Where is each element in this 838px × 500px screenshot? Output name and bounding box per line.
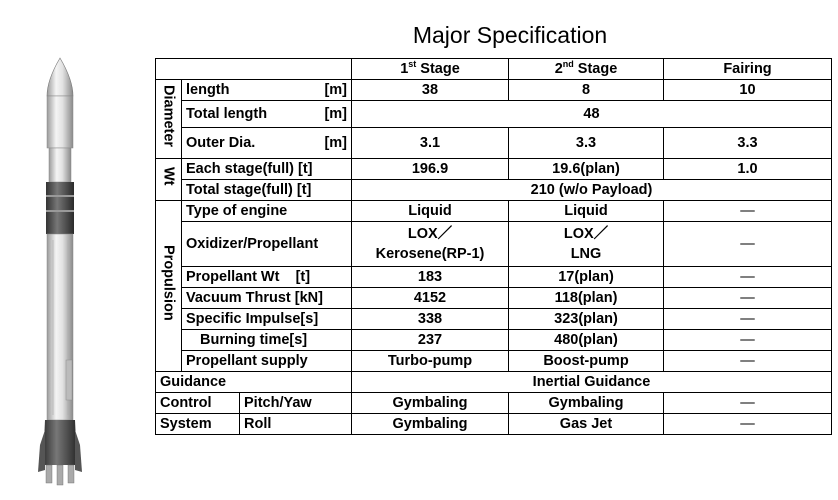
table-row: Total length [m] 48: [156, 100, 832, 128]
cell-value: 19.6(plan): [508, 158, 664, 180]
row-label: Specific Impulse[s]: [181, 308, 352, 330]
table-row: Outer Dia. [m] 3.1 3.3 3.3: [156, 127, 832, 159]
table-row: Propellant supply Turbo-pump Boost-pump …: [156, 350, 832, 372]
cell-value: —: [663, 200, 832, 222]
cell-value: —: [663, 221, 832, 267]
header-stage1: 1st Stage: [351, 58, 509, 80]
row-label: Propellant supply: [181, 350, 352, 372]
table-row: Specific Impulse[s] 338 323(plan) —: [156, 308, 832, 330]
cell-value: Inertial Guidance: [351, 371, 832, 393]
row-label: Pitch/Yaw: [239, 392, 352, 414]
table-row: Burning time[s] 237 480(plan) —: [156, 329, 832, 351]
cell-value: 196.9: [351, 158, 509, 180]
cell-value: 38: [351, 79, 509, 101]
table-row: Propulsion Type of engine Liquid Liquid …: [155, 200, 832, 372]
table-row: Diameter length [m] 38 8 10: [155, 79, 832, 159]
row-group-label: System: [155, 413, 240, 435]
table-row: Wt Each stage(full) [t] 196.9 19.6(plan)…: [155, 158, 832, 201]
row-label: Total stage(full) [t]: [181, 179, 352, 201]
table-row: Total stage(full) [t] 210 (w/o Payload): [156, 179, 832, 201]
cell-value: 210 (w/o Payload): [351, 179, 832, 201]
group-wt: Wt: [155, 158, 182, 201]
row-label: Outer Dia. [m]: [181, 127, 352, 159]
row-group-label: Control: [155, 392, 240, 414]
cell-value: 118(plan): [508, 287, 664, 309]
table-row: Vacuum Thrust [kN] 4152 118(plan) —: [156, 287, 832, 309]
cell-value: 3.1: [351, 127, 509, 159]
row-label: length [m]: [181, 79, 352, 101]
cell-value: 10: [663, 79, 832, 101]
spec-table: 1st Stage 2nd Stage Fairing Diameter len…: [155, 58, 832, 435]
cell-value: Liquid: [351, 200, 509, 222]
table-header-row: 1st Stage 2nd Stage Fairing: [155, 58, 832, 80]
cell-value: Boost-pump: [508, 350, 664, 372]
cell-value: 8: [508, 79, 664, 101]
cell-value: 480(plan): [508, 329, 664, 351]
table-row: Oxidizer/Propellant LOX／ Kerosene(RP-1) L…: [156, 221, 832, 267]
row-label: Propellant Wt [t]: [181, 266, 352, 288]
group-diameter: Diameter: [155, 79, 182, 159]
row-label: Burning time[s]: [181, 329, 352, 351]
cell-value: 323(plan): [508, 308, 664, 330]
page-title: Major Specification: [412, 22, 608, 48]
cell-value: —: [663, 350, 832, 372]
cell-value: —: [663, 308, 832, 330]
cell-value: Turbo-pump: [351, 350, 509, 372]
cell-value: Liquid: [508, 200, 664, 222]
cell-value: —: [663, 329, 832, 351]
header-fairing: Fairing: [663, 58, 832, 80]
cell-value: LOX／ Kerosene(RP-1): [351, 221, 509, 267]
cell-value: LOX／ LNG: [508, 221, 664, 267]
table-row: Guidance Inertial Guidance: [155, 371, 832, 393]
row-label: Roll: [239, 413, 352, 435]
row-label: Guidance: [155, 371, 352, 393]
table-row: System Roll Gymbaling Gas Jet —: [155, 413, 832, 435]
cell-value: 1.0: [663, 158, 832, 180]
table-row: Control Pitch/Yaw Gymbaling Gymbaling —: [155, 392, 832, 414]
cell-value: Gymbaling: [508, 392, 664, 414]
table-row: Propellant Wt [t] 183 17(plan) —: [156, 266, 832, 288]
row-label: Each stage(full) [t]: [181, 158, 352, 180]
cell-value: 338: [351, 308, 509, 330]
rocket-illustration: [38, 57, 82, 486]
cell-value: 183: [351, 266, 509, 288]
cell-value: Gymbaling: [351, 413, 509, 435]
cell-value: —: [663, 266, 832, 288]
group-propulsion: Propulsion: [155, 200, 182, 372]
row-label: Oxidizer/Propellant: [181, 221, 352, 267]
cell-value: 48: [351, 100, 832, 128]
header-empty-cell: [155, 58, 352, 80]
cell-value: —: [663, 287, 832, 309]
header-stage2: 2nd Stage: [508, 58, 664, 80]
cell-value: 3.3: [663, 127, 832, 159]
row-label: Type of engine: [181, 200, 352, 222]
cell-value: —: [663, 392, 832, 414]
cell-value: Gymbaling: [351, 392, 509, 414]
row-label: Vacuum Thrust [kN]: [181, 287, 352, 309]
row-label: Total length [m]: [181, 100, 352, 128]
cell-value: Gas Jet: [508, 413, 664, 435]
cell-value: 3.3: [508, 127, 664, 159]
cell-value: —: [663, 413, 832, 435]
cell-value: 237: [351, 329, 509, 351]
cell-value: 4152: [351, 287, 509, 309]
cell-value: 17(plan): [508, 266, 664, 288]
